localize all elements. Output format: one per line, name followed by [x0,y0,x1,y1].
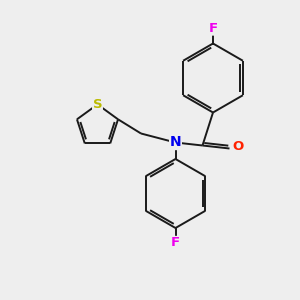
Text: O: O [232,140,244,154]
Text: F: F [171,236,180,250]
Text: S: S [93,98,102,111]
Text: F: F [208,22,217,35]
Text: N: N [170,136,181,149]
